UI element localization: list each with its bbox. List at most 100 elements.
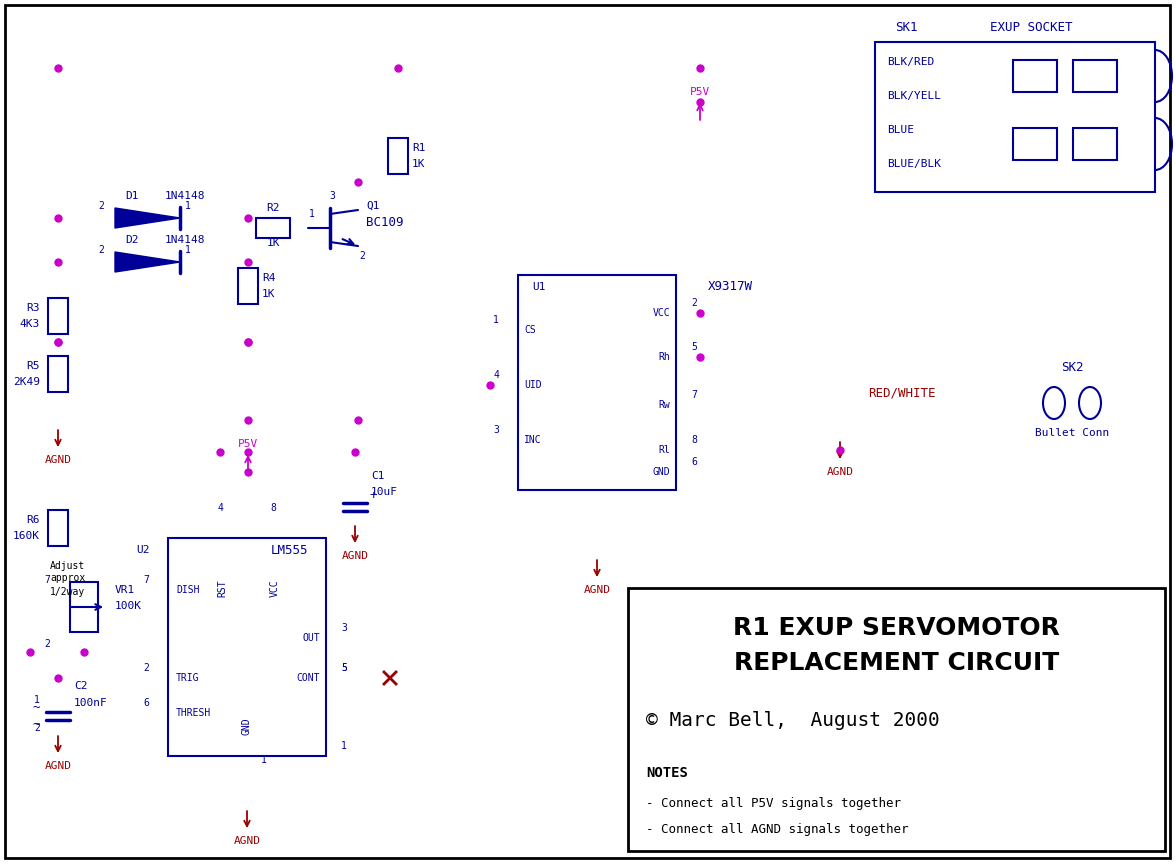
Bar (518, 275, 676, 490)
Text: 1N4148: 1N4148 (165, 235, 206, 245)
Text: 4K3: 4K3 (20, 319, 40, 329)
Text: 1: 1 (186, 245, 190, 255)
Text: 2: 2 (691, 298, 697, 308)
Bar (48, 298, 68, 334)
Text: AGND: AGND (342, 551, 369, 561)
Bar (1073, 128, 1117, 160)
Text: AGND: AGND (234, 836, 261, 846)
Text: Rh: Rh (658, 352, 670, 362)
Text: 1K: 1K (267, 238, 280, 248)
Text: 5: 5 (341, 663, 347, 673)
Text: 8: 8 (270, 503, 276, 513)
Text: 8: 8 (691, 435, 697, 445)
Text: BLK/RED: BLK/RED (887, 57, 934, 67)
Text: 1: 1 (261, 755, 267, 765)
Text: GND: GND (652, 467, 670, 477)
Text: 4: 4 (494, 370, 499, 380)
Text: 3: 3 (341, 623, 347, 633)
Text: 2: 2 (45, 639, 51, 649)
Text: 1/2way: 1/2way (51, 587, 86, 597)
Text: SK2: SK2 (1061, 362, 1083, 375)
Text: CS: CS (524, 325, 536, 335)
Text: CONT: CONT (296, 673, 320, 683)
Text: 160K: 160K (13, 531, 40, 541)
Bar (48, 356, 68, 392)
Text: LM555: LM555 (271, 544, 309, 557)
Text: AGND: AGND (45, 761, 72, 771)
Text: AGND: AGND (584, 585, 611, 595)
Text: 2: 2 (34, 723, 40, 733)
Text: 100K: 100K (115, 601, 142, 611)
Text: AGND: AGND (45, 455, 72, 465)
Text: 100nF: 100nF (74, 698, 108, 708)
Bar (239, 268, 258, 304)
Text: ~: ~ (33, 702, 40, 715)
Text: VR1: VR1 (115, 585, 135, 595)
Text: U1: U1 (532, 282, 545, 292)
Text: approx: approx (51, 573, 86, 583)
Text: 6: 6 (143, 698, 149, 708)
Text: D2: D2 (125, 235, 139, 245)
Text: INC: INC (524, 435, 542, 445)
Text: DISH: DISH (176, 585, 200, 595)
Bar (875, 42, 1155, 192)
Text: 4: 4 (217, 503, 223, 513)
Text: REPLACEMENT CIRCUIT: REPLACEMENT CIRCUIT (734, 651, 1059, 675)
Text: TRIG: TRIG (176, 673, 200, 683)
Bar (168, 538, 325, 756)
Text: BLUE/BLK: BLUE/BLK (887, 159, 941, 169)
Text: 7: 7 (143, 575, 149, 585)
Text: 6: 6 (691, 457, 697, 467)
Text: 2K49: 2K49 (13, 377, 40, 387)
Text: NOTES: NOTES (646, 766, 687, 780)
Text: Adjust: Adjust (51, 561, 86, 571)
Polygon shape (115, 208, 180, 228)
Bar (1073, 60, 1117, 92)
Text: Rw: Rw (658, 400, 670, 410)
Polygon shape (115, 252, 180, 272)
Text: THRESH: THRESH (176, 708, 212, 718)
Text: 7: 7 (691, 390, 697, 400)
Text: 1: 1 (34, 695, 40, 705)
Text: P5V: P5V (690, 87, 710, 97)
Text: 1K: 1K (262, 289, 275, 299)
Text: EXUP SOCKET: EXUP SOCKET (991, 22, 1073, 35)
Text: 2: 2 (98, 245, 103, 255)
Text: RED/WHITE: RED/WHITE (868, 387, 935, 400)
Text: R2: R2 (267, 203, 280, 213)
Text: BLK/YELL: BLK/YELL (887, 91, 941, 101)
Text: BC109: BC109 (365, 217, 403, 230)
Text: Q1: Q1 (365, 201, 380, 211)
Text: 1K: 1K (412, 159, 425, 169)
Text: 2: 2 (143, 663, 149, 673)
Bar (48, 510, 68, 546)
Text: Bullet Conn: Bullet Conn (1035, 428, 1109, 438)
Text: 3: 3 (329, 191, 335, 201)
Text: BLUE: BLUE (887, 125, 914, 135)
Text: Rl: Rl (658, 445, 670, 455)
Text: 5: 5 (691, 342, 697, 352)
Text: VCC: VCC (270, 579, 280, 597)
Ellipse shape (1043, 387, 1065, 419)
Bar (388, 138, 408, 174)
Text: R1 EXUP SERVOMOTOR: R1 EXUP SERVOMOTOR (733, 616, 1060, 640)
Text: X9317W: X9317W (709, 280, 753, 293)
Bar (1013, 128, 1058, 160)
Text: R5: R5 (27, 361, 40, 371)
Text: - Connect all AGND signals together: - Connect all AGND signals together (646, 823, 908, 836)
Text: VCC: VCC (652, 308, 670, 318)
Text: 2: 2 (98, 201, 103, 211)
Text: P5V: P5V (237, 439, 258, 449)
Text: 10uF: 10uF (371, 487, 398, 497)
Text: +: + (369, 489, 376, 502)
Text: R1: R1 (412, 143, 425, 153)
Bar (1013, 60, 1058, 92)
Text: - Connect all P5V signals together: - Connect all P5V signals together (646, 797, 901, 809)
Text: AGND: AGND (826, 467, 853, 477)
Text: 1: 1 (341, 741, 347, 751)
Text: 5: 5 (341, 663, 347, 673)
Text: 1N4148: 1N4148 (165, 191, 206, 201)
Text: OUT: OUT (302, 633, 320, 643)
Text: 3: 3 (494, 425, 499, 435)
Text: SK1: SK1 (895, 22, 918, 35)
